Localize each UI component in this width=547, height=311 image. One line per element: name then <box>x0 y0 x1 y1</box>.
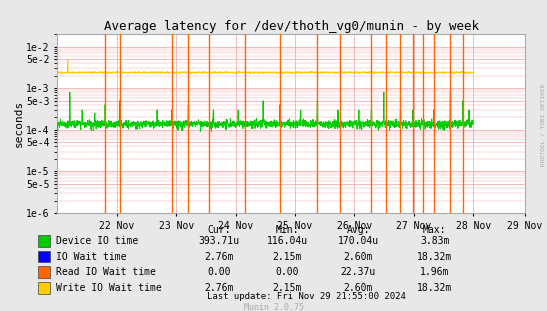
Y-axis label: seconds: seconds <box>14 100 24 147</box>
Title: Average latency for /dev/thoth_vg0/munin - by week: Average latency for /dev/thoth_vg0/munin… <box>104 20 479 33</box>
Text: 0.00: 0.00 <box>207 267 230 277</box>
Text: 18.32m: 18.32m <box>417 252 452 262</box>
Text: 116.04u: 116.04u <box>266 236 308 246</box>
Text: 18.32m: 18.32m <box>417 283 452 293</box>
Text: Min:: Min: <box>276 225 299 235</box>
Text: 393.71u: 393.71u <box>198 236 240 246</box>
Text: RRDTOOL / TOBI OETIKER: RRDTOOL / TOBI OETIKER <box>541 83 546 166</box>
Text: Max:: Max: <box>423 225 446 235</box>
Text: 170.04u: 170.04u <box>337 236 379 246</box>
Text: Avg:: Avg: <box>347 225 370 235</box>
Text: 2.76m: 2.76m <box>204 283 234 293</box>
Text: 3.83m: 3.83m <box>420 236 450 246</box>
Text: 2.76m: 2.76m <box>204 252 234 262</box>
Text: 2.60m: 2.60m <box>344 283 373 293</box>
Text: 2.15m: 2.15m <box>272 283 302 293</box>
Text: IO Wait time: IO Wait time <box>56 252 126 262</box>
Text: Last update: Fri Nov 29 21:55:00 2024: Last update: Fri Nov 29 21:55:00 2024 <box>207 292 406 300</box>
Text: 22.37u: 22.37u <box>341 267 376 277</box>
Text: Cur:: Cur: <box>207 225 230 235</box>
Text: Munin 2.0.75: Munin 2.0.75 <box>243 303 304 311</box>
Text: Write IO Wait time: Write IO Wait time <box>56 283 161 293</box>
Text: 2.60m: 2.60m <box>344 252 373 262</box>
Text: 0.00: 0.00 <box>276 267 299 277</box>
Text: 1.96m: 1.96m <box>420 267 450 277</box>
Text: 2.15m: 2.15m <box>272 252 302 262</box>
Text: Read IO Wait time: Read IO Wait time <box>56 267 156 277</box>
Text: Device IO time: Device IO time <box>56 236 138 246</box>
